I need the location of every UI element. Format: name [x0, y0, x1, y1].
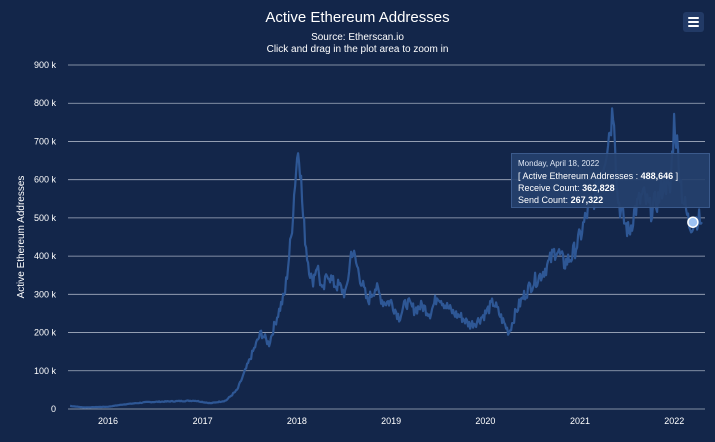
- tooltip-send-row: Send Count: 267,322: [518, 194, 703, 206]
- y-tick-label: 900 k: [34, 60, 57, 70]
- x-tick-label: 2016: [98, 416, 118, 426]
- x-tick-label: 2021: [570, 416, 590, 426]
- subtitle-source: Source: Etherscan.io: [311, 32, 404, 43]
- tooltip-receive-row: Receive Count: 362,828: [518, 182, 703, 194]
- hamburger-menu-icon[interactable]: [683, 12, 704, 32]
- y-tick-label: 200 k: [34, 328, 57, 338]
- tooltip-date: Monday, April 18, 2022: [518, 159, 600, 168]
- y-tick-label: 0: [51, 404, 56, 414]
- y-tick-label: 800 k: [34, 98, 57, 108]
- tooltip-receive-label: Receive Count:: [518, 183, 580, 193]
- y-tick-label: 300 k: [34, 289, 57, 299]
- y-axis-title: Active Ethereum Addresses: [16, 176, 27, 299]
- x-tick-label: 2017: [193, 416, 213, 426]
- tooltip-send-value: 267,322: [570, 195, 604, 205]
- x-tick-label: 2020: [475, 416, 495, 426]
- y-tick-label: 400 k: [34, 251, 57, 261]
- y-tick-label: 500 k: [34, 213, 57, 223]
- x-tick-label: 2018: [287, 416, 307, 426]
- y-tick-label: 100 k: [34, 366, 57, 376]
- tooltip-active-label: Active Ethereum Addresses: [522, 171, 634, 181]
- tooltip-receive-value: 362,828: [582, 183, 615, 193]
- tooltip-active-value: 488,646: [640, 171, 674, 181]
- tooltip-active-row: [ Active Ethereum Addresses : 488,646 ]: [518, 171, 679, 181]
- x-tick-label: 2019: [381, 416, 401, 426]
- x-tick-label: 2022: [664, 416, 684, 426]
- y-tick-label: 600 k: [34, 175, 57, 185]
- chart-title: Active Ethereum Addresses: [265, 9, 450, 26]
- chart-subtitle: Source: Etherscan.io Click and drag in t…: [0, 32, 715, 56]
- subtitle-zoom-hint: Click and drag in the plot area to zoom …: [266, 44, 449, 55]
- hover-point-marker: [687, 216, 699, 228]
- y-tick-label: 700 k: [34, 136, 57, 146]
- tooltip-send-label: Send Count:: [518, 195, 569, 205]
- data-tooltip: Monday, April 18, 2022 [ Active Ethereum…: [511, 153, 710, 208]
